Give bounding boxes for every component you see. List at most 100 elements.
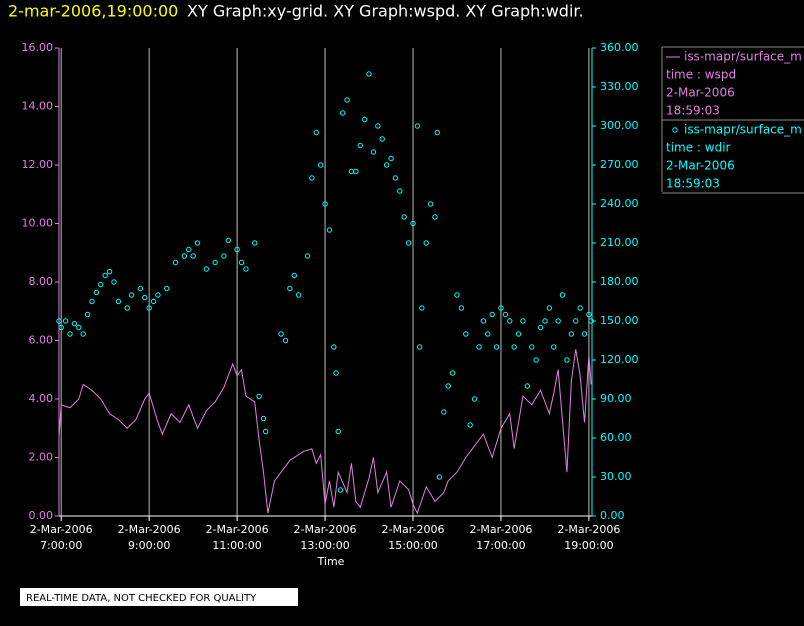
wdir-point — [181, 253, 188, 259]
wdir-point — [564, 357, 570, 363]
wdir-point — [262, 428, 269, 435]
x-tick-label: 2-Mar-2006 11:00:00 — [205, 523, 269, 552]
legend-line: 18:59:03 — [666, 104, 720, 118]
wdir-point — [251, 240, 258, 246]
wdir-point — [335, 428, 341, 435]
wdir-point — [234, 246, 240, 253]
wdir-point — [480, 318, 487, 324]
wdir-point — [353, 168, 359, 175]
y2-tick-label: 330.00 — [600, 80, 639, 93]
y2-tick-label: 210.00 — [600, 236, 639, 249]
wdir-point — [375, 123, 381, 129]
wdir-point — [344, 97, 350, 103]
wdir-point — [405, 240, 412, 246]
wdir-point — [203, 266, 210, 272]
y2-tick-label: 60.00 — [600, 431, 632, 444]
wdir-point — [529, 344, 535, 350]
wdir-point — [361, 116, 368, 123]
wdir-point — [392, 175, 399, 181]
wdir-point — [326, 227, 333, 233]
wdir-point — [137, 285, 144, 292]
wdir-point — [419, 305, 425, 311]
legend-name: iss-mapr/surface_m — [684, 123, 802, 137]
wdir-point — [370, 149, 377, 155]
y-tick-label: 16.00 — [22, 41, 54, 54]
y2-tick-label: 270.00 — [600, 158, 639, 171]
wdir-point — [322, 201, 328, 207]
wdir-point — [498, 305, 504, 311]
wdir-point — [164, 285, 170, 292]
wdir-point — [588, 318, 594, 324]
wdir-point — [172, 259, 179, 266]
y2-tick-label: 120.00 — [600, 353, 639, 366]
wdir-point — [366, 71, 372, 77]
wdir-point — [463, 331, 469, 337]
wdir-point — [124, 305, 130, 311]
y-tick-label: 12.00 — [22, 158, 54, 171]
y2-tick-label: 90.00 — [600, 392, 632, 405]
wdir-point — [555, 318, 561, 324]
legend-line: time : wdir — [666, 141, 731, 155]
wdir-point — [221, 253, 227, 259]
wdir-point — [388, 155, 394, 162]
wdir-point — [62, 318, 69, 324]
wdir-point — [546, 305, 553, 311]
wdir-point — [190, 253, 196, 259]
wdir-point — [260, 415, 267, 422]
wdir-point — [106, 268, 113, 275]
wdir-point — [317, 162, 324, 168]
wdir-point — [577, 305, 583, 311]
wdir-point — [573, 318, 579, 324]
wdir-point — [449, 370, 456, 376]
x-tick-label: 2-Mar-2006 7:00:00 — [29, 523, 93, 552]
legend-line: 18:59:03 — [666, 177, 720, 191]
y-tick-label: 2.00 — [29, 451, 54, 464]
wdir-point — [339, 110, 346, 116]
wdir-point — [84, 311, 91, 318]
wdir-point — [256, 393, 262, 400]
x-tick-label: 2-Mar-2006 13:00:00 — [293, 523, 357, 552]
wdir-point — [313, 129, 319, 136]
wdir-point — [542, 318, 548, 324]
wdir-point — [333, 370, 339, 376]
x-tick-label: 2-Mar-2006 19:00:00 — [557, 523, 621, 552]
wdir-point — [489, 311, 495, 318]
wdir-point — [58, 324, 64, 331]
wdir-point — [150, 298, 157, 305]
wdir-point — [458, 305, 465, 311]
wdir-point — [511, 344, 517, 350]
wdir-point — [295, 292, 302, 298]
legend-name: iss-mapr/surface_m — [684, 50, 802, 64]
wdir-point — [493, 344, 500, 350]
wdir-point — [146, 305, 152, 311]
footer-text: REAL-TIME DATA, NOT CHECKED FOR QUALITY — [26, 593, 257, 604]
wdir-point — [502, 311, 509, 318]
wdir-point — [471, 396, 478, 402]
wdir-point — [533, 357, 539, 363]
wdir-point — [309, 175, 315, 181]
x-tick-label: 2-Mar-2006 9:00:00 — [117, 523, 181, 552]
wdir-point — [507, 318, 513, 324]
y2-tick-label: 150.00 — [600, 314, 639, 327]
wdir-point — [445, 383, 451, 389]
y2-tick-label: 300.00 — [600, 119, 639, 132]
wdir-point — [568, 331, 575, 337]
wdir-point — [291, 272, 297, 279]
wdir-point — [416, 344, 423, 350]
y2-tick-label: 30.00 — [600, 470, 632, 483]
wdir-point — [379, 136, 385, 142]
wdir-point — [401, 214, 407, 220]
y2-tick-label: 180.00 — [600, 275, 639, 288]
wdir-point — [436, 474, 443, 480]
wdir-point — [397, 188, 403, 194]
wdir-point — [304, 253, 311, 259]
y-tick-label: 10.00 — [22, 217, 54, 230]
y-tick-label: 14.00 — [22, 100, 54, 113]
wdir-point — [186, 246, 192, 253]
legend-line: time : wspd — [666, 68, 736, 82]
wdir-point — [423, 240, 429, 246]
wdir-point — [93, 289, 100, 296]
x-axis-label: Time — [317, 555, 345, 568]
wdir-point — [278, 331, 284, 337]
